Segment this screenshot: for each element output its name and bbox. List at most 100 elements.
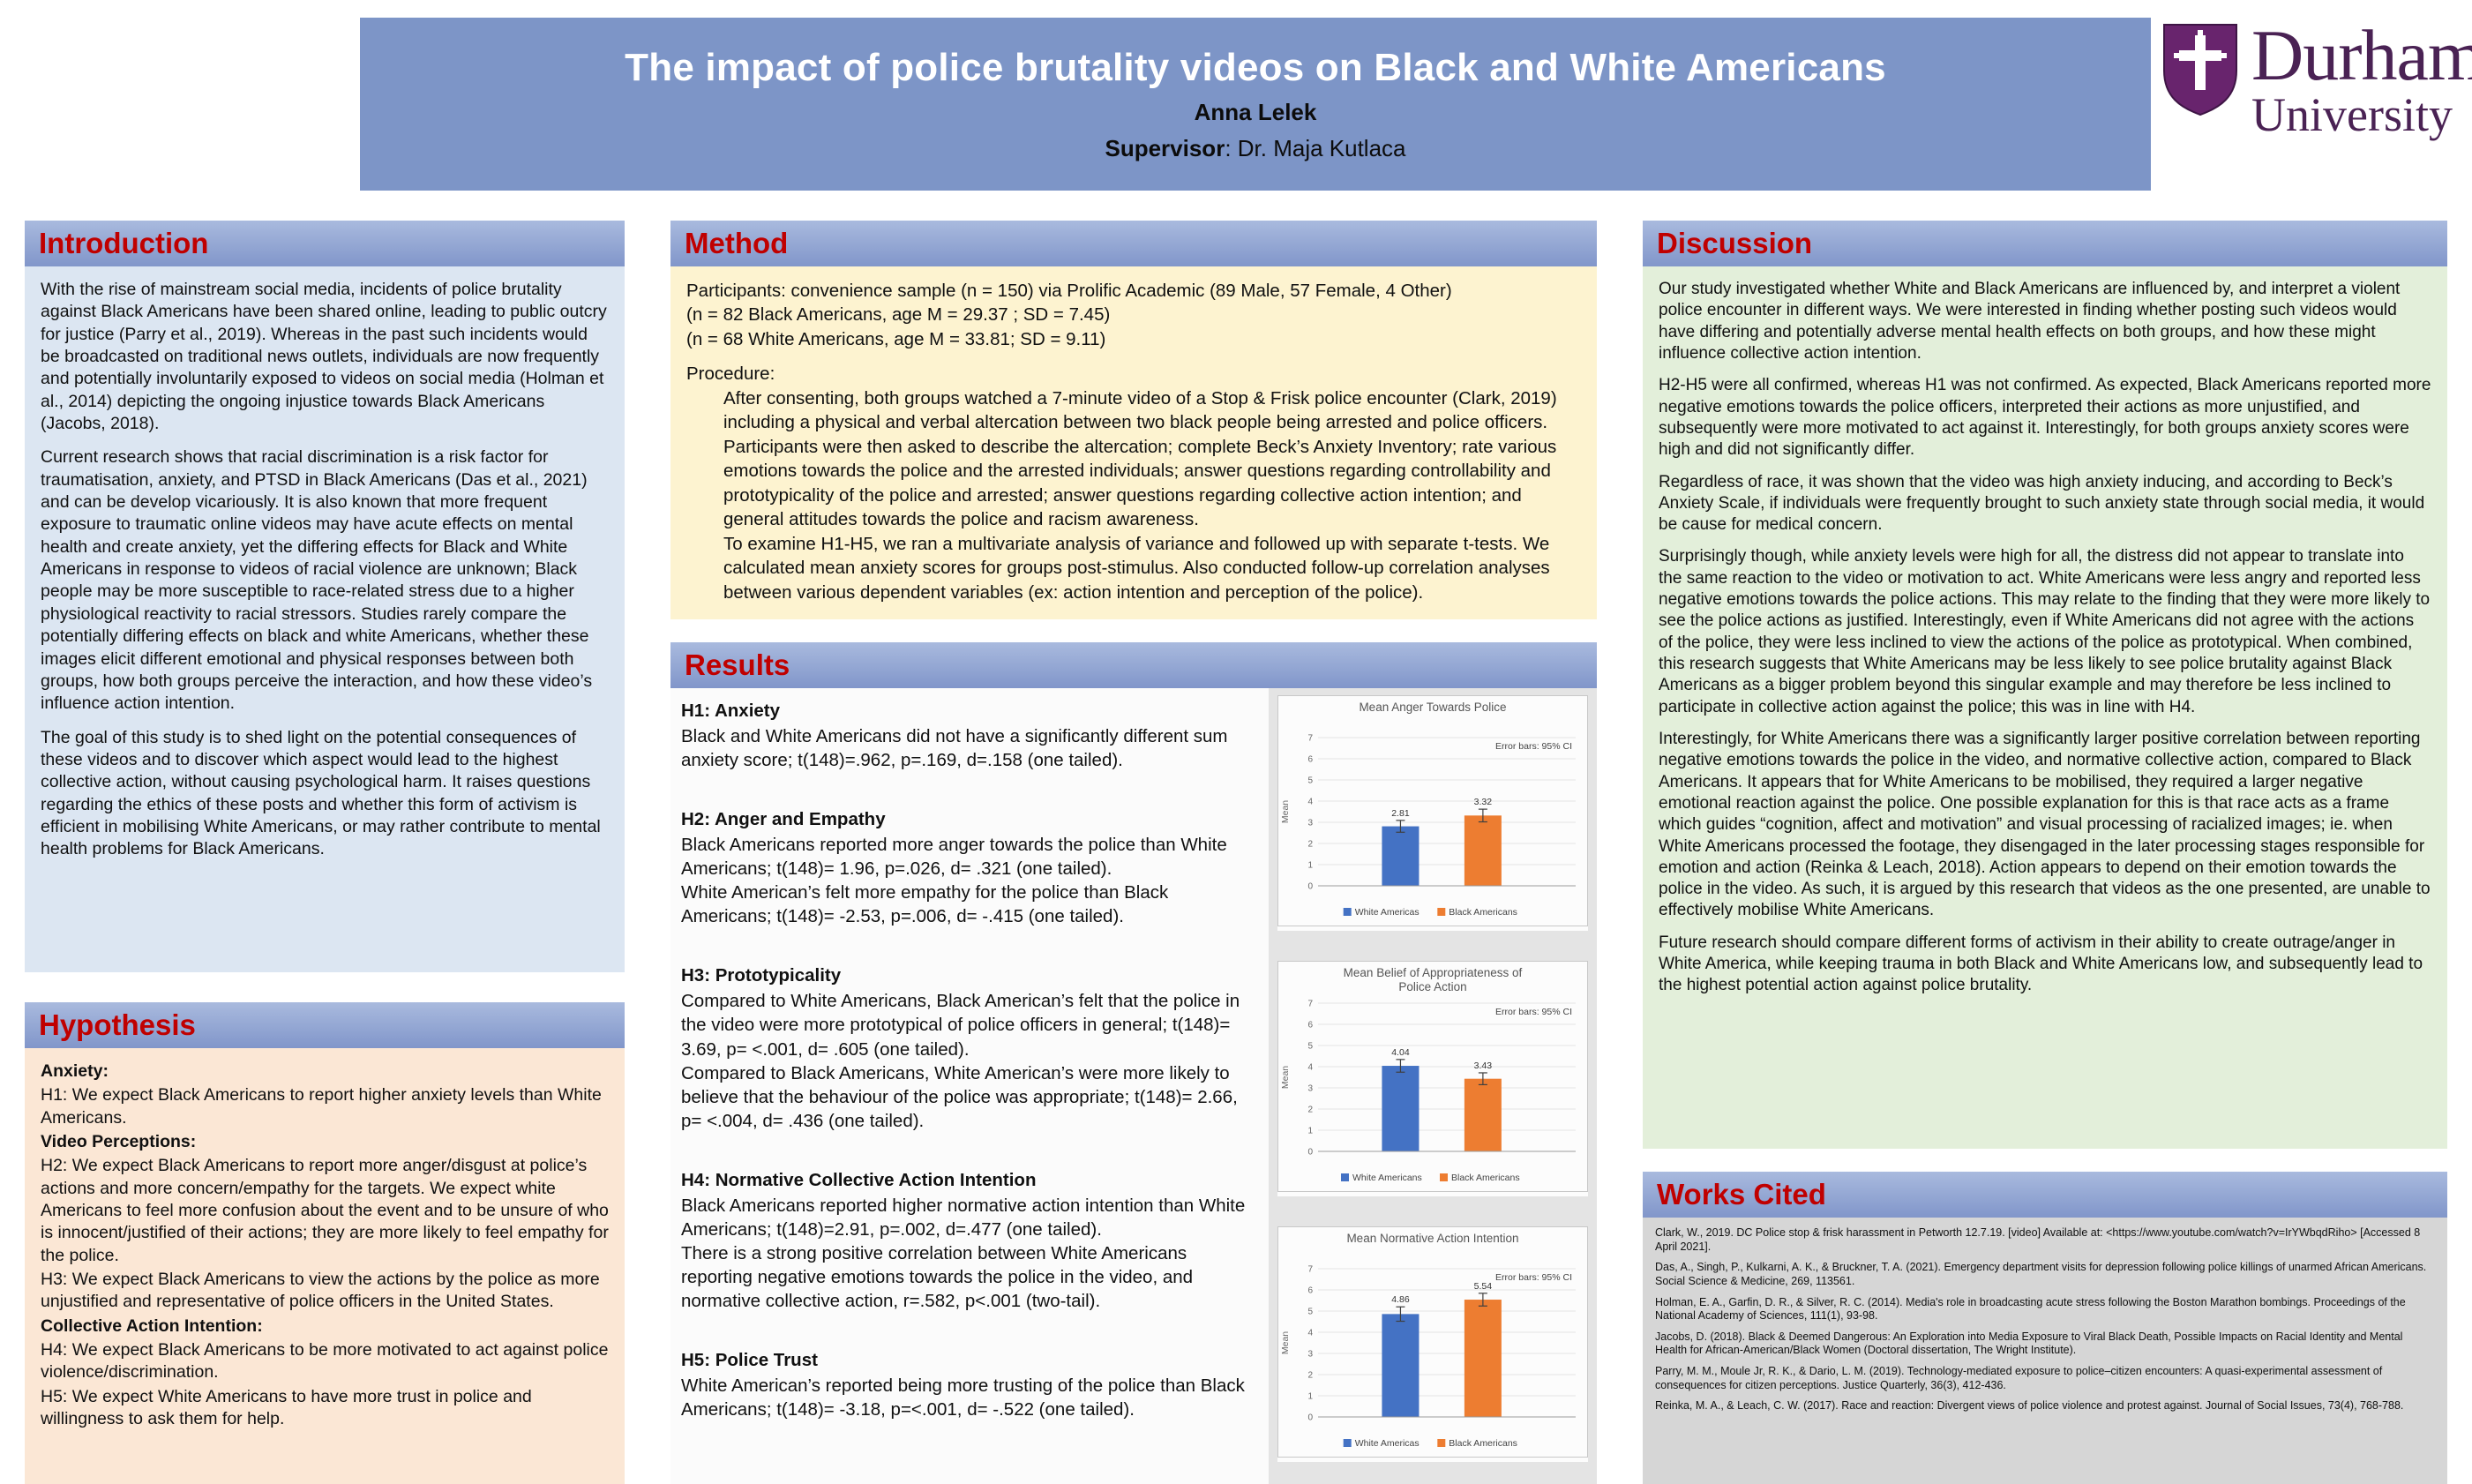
hypothesis-category-label: Video Perceptions: <box>41 1132 197 1152</box>
result-text: Compared to Black Americans, White Ameri… <box>681 1062 1238 1131</box>
svg-text:Black Americans: Black Americans <box>1449 907 1517 918</box>
method-procedure-steps: After consenting, both groups watched a … <box>686 386 1581 604</box>
result-text: White American’s reported being more tru… <box>681 1375 1245 1420</box>
paragraph: H2-H5 were all confirmed, whereas H1 was… <box>1659 376 2431 460</box>
paragraph: Clark, W., 2019. DC Police stop & frisk … <box>1655 1226 2421 1253</box>
svg-text:Black Americans: Black Americans <box>1451 1173 1520 1183</box>
svg-text:5: 5 <box>1307 1042 1313 1052</box>
result-block: H5: Police Trust White American’s reporte… <box>681 1348 1251 1421</box>
svg-text:White Americas: White Americas <box>1355 1438 1420 1449</box>
hypothesis-heading: Hypothesis <box>25 1002 625 1048</box>
introduction-body: With the rise of mainstream social media… <box>25 266 625 972</box>
svg-text:Error bars: 95% CI: Error bars: 95% CI <box>1495 741 1572 752</box>
method-participant-line: Participants: convenience sample (n = 15… <box>686 281 1452 301</box>
introduction-heading: Introduction <box>25 221 625 266</box>
svg-text:4: 4 <box>1307 1329 1313 1338</box>
hypothesis-body: Anxiety: H1: We expect Black Americans to… <box>25 1048 625 1484</box>
svg-text:1: 1 <box>1307 1127 1313 1136</box>
result-heading: H4: Normative Collective Action Intentio… <box>681 1169 1037 1190</box>
chart-canvas: Mean Anger Towards Police 0 1 2 3 4 5 6 7 Mean Err… <box>1277 695 1588 926</box>
svg-text:White Americas: White Americas <box>1355 907 1420 918</box>
svg-text:2.81: 2.81 <box>1391 808 1410 819</box>
svg-text:Mean Anger Towards Police: Mean Anger Towards Police <box>1359 701 1506 714</box>
paragraph: Future research should compare different… <box>1659 933 2423 995</box>
method-participant-line: (n = 68 White Americans, age M = 33.81; … <box>686 328 1106 349</box>
result-text: Compared to White Americans, Black Ameri… <box>681 991 1240 1060</box>
paragraph: Regardless of race, it was shown that th… <box>1659 472 2425 535</box>
paragraph: Jacobs, D. (2018). Black & Deemed Danger… <box>1655 1330 2403 1357</box>
poster-supervisor-line: Supervisor: Dr. Maja Kutlaca <box>1105 135 1405 162</box>
poster-header-banner: The impact of police brutality videos on… <box>360 18 2151 191</box>
chart-canvas: Mean Normative Action Intention 0 1 2 3 4 5 6 7 M… <box>1277 1226 1588 1458</box>
paragraph: Das, A., Singh, P., Kulkarni, A. K., & B… <box>1655 1261 2427 1287</box>
result-block: H3: Prototypicality Compared to White Ame… <box>681 963 1251 1132</box>
svg-text:7: 7 <box>1307 1000 1313 1009</box>
discussion-body: Our study investigated whether White and… <box>1643 266 2447 1149</box>
svg-text:6: 6 <box>1307 1286 1313 1296</box>
middle-column: Method Participants: convenience sample … <box>670 221 1597 1484</box>
svg-text:6: 6 <box>1307 1021 1313 1031</box>
logo-word-university: University <box>2251 87 2453 141</box>
chart-canvas: Mean Belief of Appropriateness ofPolice … <box>1277 961 1588 1192</box>
result-text: White American’s felt more empathy for t… <box>681 882 1169 927</box>
svg-text:2: 2 <box>1307 1371 1313 1381</box>
svg-text:4: 4 <box>1307 1063 1313 1073</box>
svg-text:Error bars: 95% CI: Error bars: 95% CI <box>1495 1272 1572 1283</box>
svg-text:Mean: Mean <box>1280 1066 1291 1089</box>
result-block: H4: Normative Collective Action Intentio… <box>681 1168 1251 1313</box>
results-body: H1: Anxiety Black and White Americans did… <box>670 688 1597 1484</box>
svg-text:Error bars: 95% CI: Error bars: 95% CI <box>1495 1007 1572 1017</box>
durham-university-logo: Durham University <box>2160 19 2472 141</box>
paragraph: The goal of this study is to shed light … <box>41 727 601 859</box>
hypothesis-statement: H4: We expect Black Americans to be more… <box>41 1340 609 1383</box>
svg-text:0: 0 <box>1307 1148 1313 1158</box>
method-procedure-step: Participants were then asked to describe… <box>723 436 1557 530</box>
chart-mean-belief-of-appropriateness-of-police-action: Mean Belief of Appropriateness of Police … <box>1277 961 1588 1196</box>
paragraph: Reinka, M. A., & Leach, C. W. (2017). Ra… <box>1655 1399 2404 1413</box>
right-column: Discussion Our study investigated whethe… <box>1643 221 2447 1484</box>
result-text: Black Americans reported higher normativ… <box>681 1195 1246 1240</box>
svg-text:7: 7 <box>1307 734 1313 744</box>
svg-text:4.86: 4.86 <box>1391 1294 1410 1305</box>
result-text: There is a strong positive correlation b… <box>681 1242 1194 1311</box>
left-column: Introduction With the rise of mainstream… <box>25 221 625 1484</box>
durham-shield-icon <box>2160 21 2241 124</box>
hypothesis-statement: H3: We expect Black Americans to view th… <box>41 1270 600 1312</box>
result-heading: H5: Police Trust <box>681 1349 818 1370</box>
paragraph: With the rise of mainstream social media… <box>41 280 607 434</box>
svg-text:4.04: 4.04 <box>1391 1047 1410 1058</box>
poster-author: Anna Lelek <box>1194 99 1317 125</box>
discussion-heading: Discussion <box>1643 221 2447 266</box>
svg-text:3: 3 <box>1307 1350 1313 1360</box>
result-block: H2: Anger and Empathy Black Americans rep… <box>681 807 1251 928</box>
result-heading: H1: Anxiety <box>681 701 781 721</box>
svg-text:2: 2 <box>1307 840 1313 850</box>
svg-text:2: 2 <box>1307 1106 1313 1115</box>
svg-text:4: 4 <box>1307 798 1313 807</box>
svg-text:0: 0 <box>1307 882 1313 892</box>
svg-text:3.43: 3.43 <box>1474 1061 1493 1071</box>
svg-text:Mean Belief of Appropriateness: Mean Belief of Appropriateness of <box>1344 966 1523 979</box>
works-cited-body: Clark, W., 2019. DC Police stop & frisk … <box>1643 1218 2447 1484</box>
chart-mean-anger-towards-police: Mean Anger Towards Police 0 1 2 3 4 5 6 7 Mean Err… <box>1277 695 1588 931</box>
poster-title: The impact of police brutality videos on… <box>625 46 1886 89</box>
hypothesis-statement: H1: We expect Black Americans to report … <box>41 1085 602 1128</box>
result-text: Black Americans reported more anger towa… <box>681 835 1227 880</box>
durham-logo-wordmark: Durham University <box>2251 19 2472 141</box>
method-procedure-step: After consenting, both groups watched a … <box>723 387 1557 433</box>
method-participant-line: (n = 82 Black Americans, age M = 29.37 ;… <box>686 304 1111 326</box>
svg-text:1: 1 <box>1307 1392 1313 1402</box>
svg-text:3: 3 <box>1307 819 1313 828</box>
supervisor-name: : Dr. Maja Kutlaca <box>1225 135 1406 161</box>
method-participants: Participants: convenience sample (n = 15… <box>686 279 1581 351</box>
svg-text:5: 5 <box>1307 776 1313 786</box>
svg-text:1: 1 <box>1307 861 1313 871</box>
method-procedure-label: Procedure: <box>686 364 775 385</box>
hypothesis-statement: H5: We expect White Americans to have mo… <box>41 1386 532 1429</box>
results-heading: Results <box>670 642 1597 688</box>
svg-text:Mean: Mean <box>1280 800 1291 823</box>
paragraph: Our study investigated whether White and… <box>1659 280 2401 363</box>
svg-text:White Americans: White Americans <box>1352 1173 1422 1183</box>
svg-text:0: 0 <box>1307 1413 1313 1423</box>
